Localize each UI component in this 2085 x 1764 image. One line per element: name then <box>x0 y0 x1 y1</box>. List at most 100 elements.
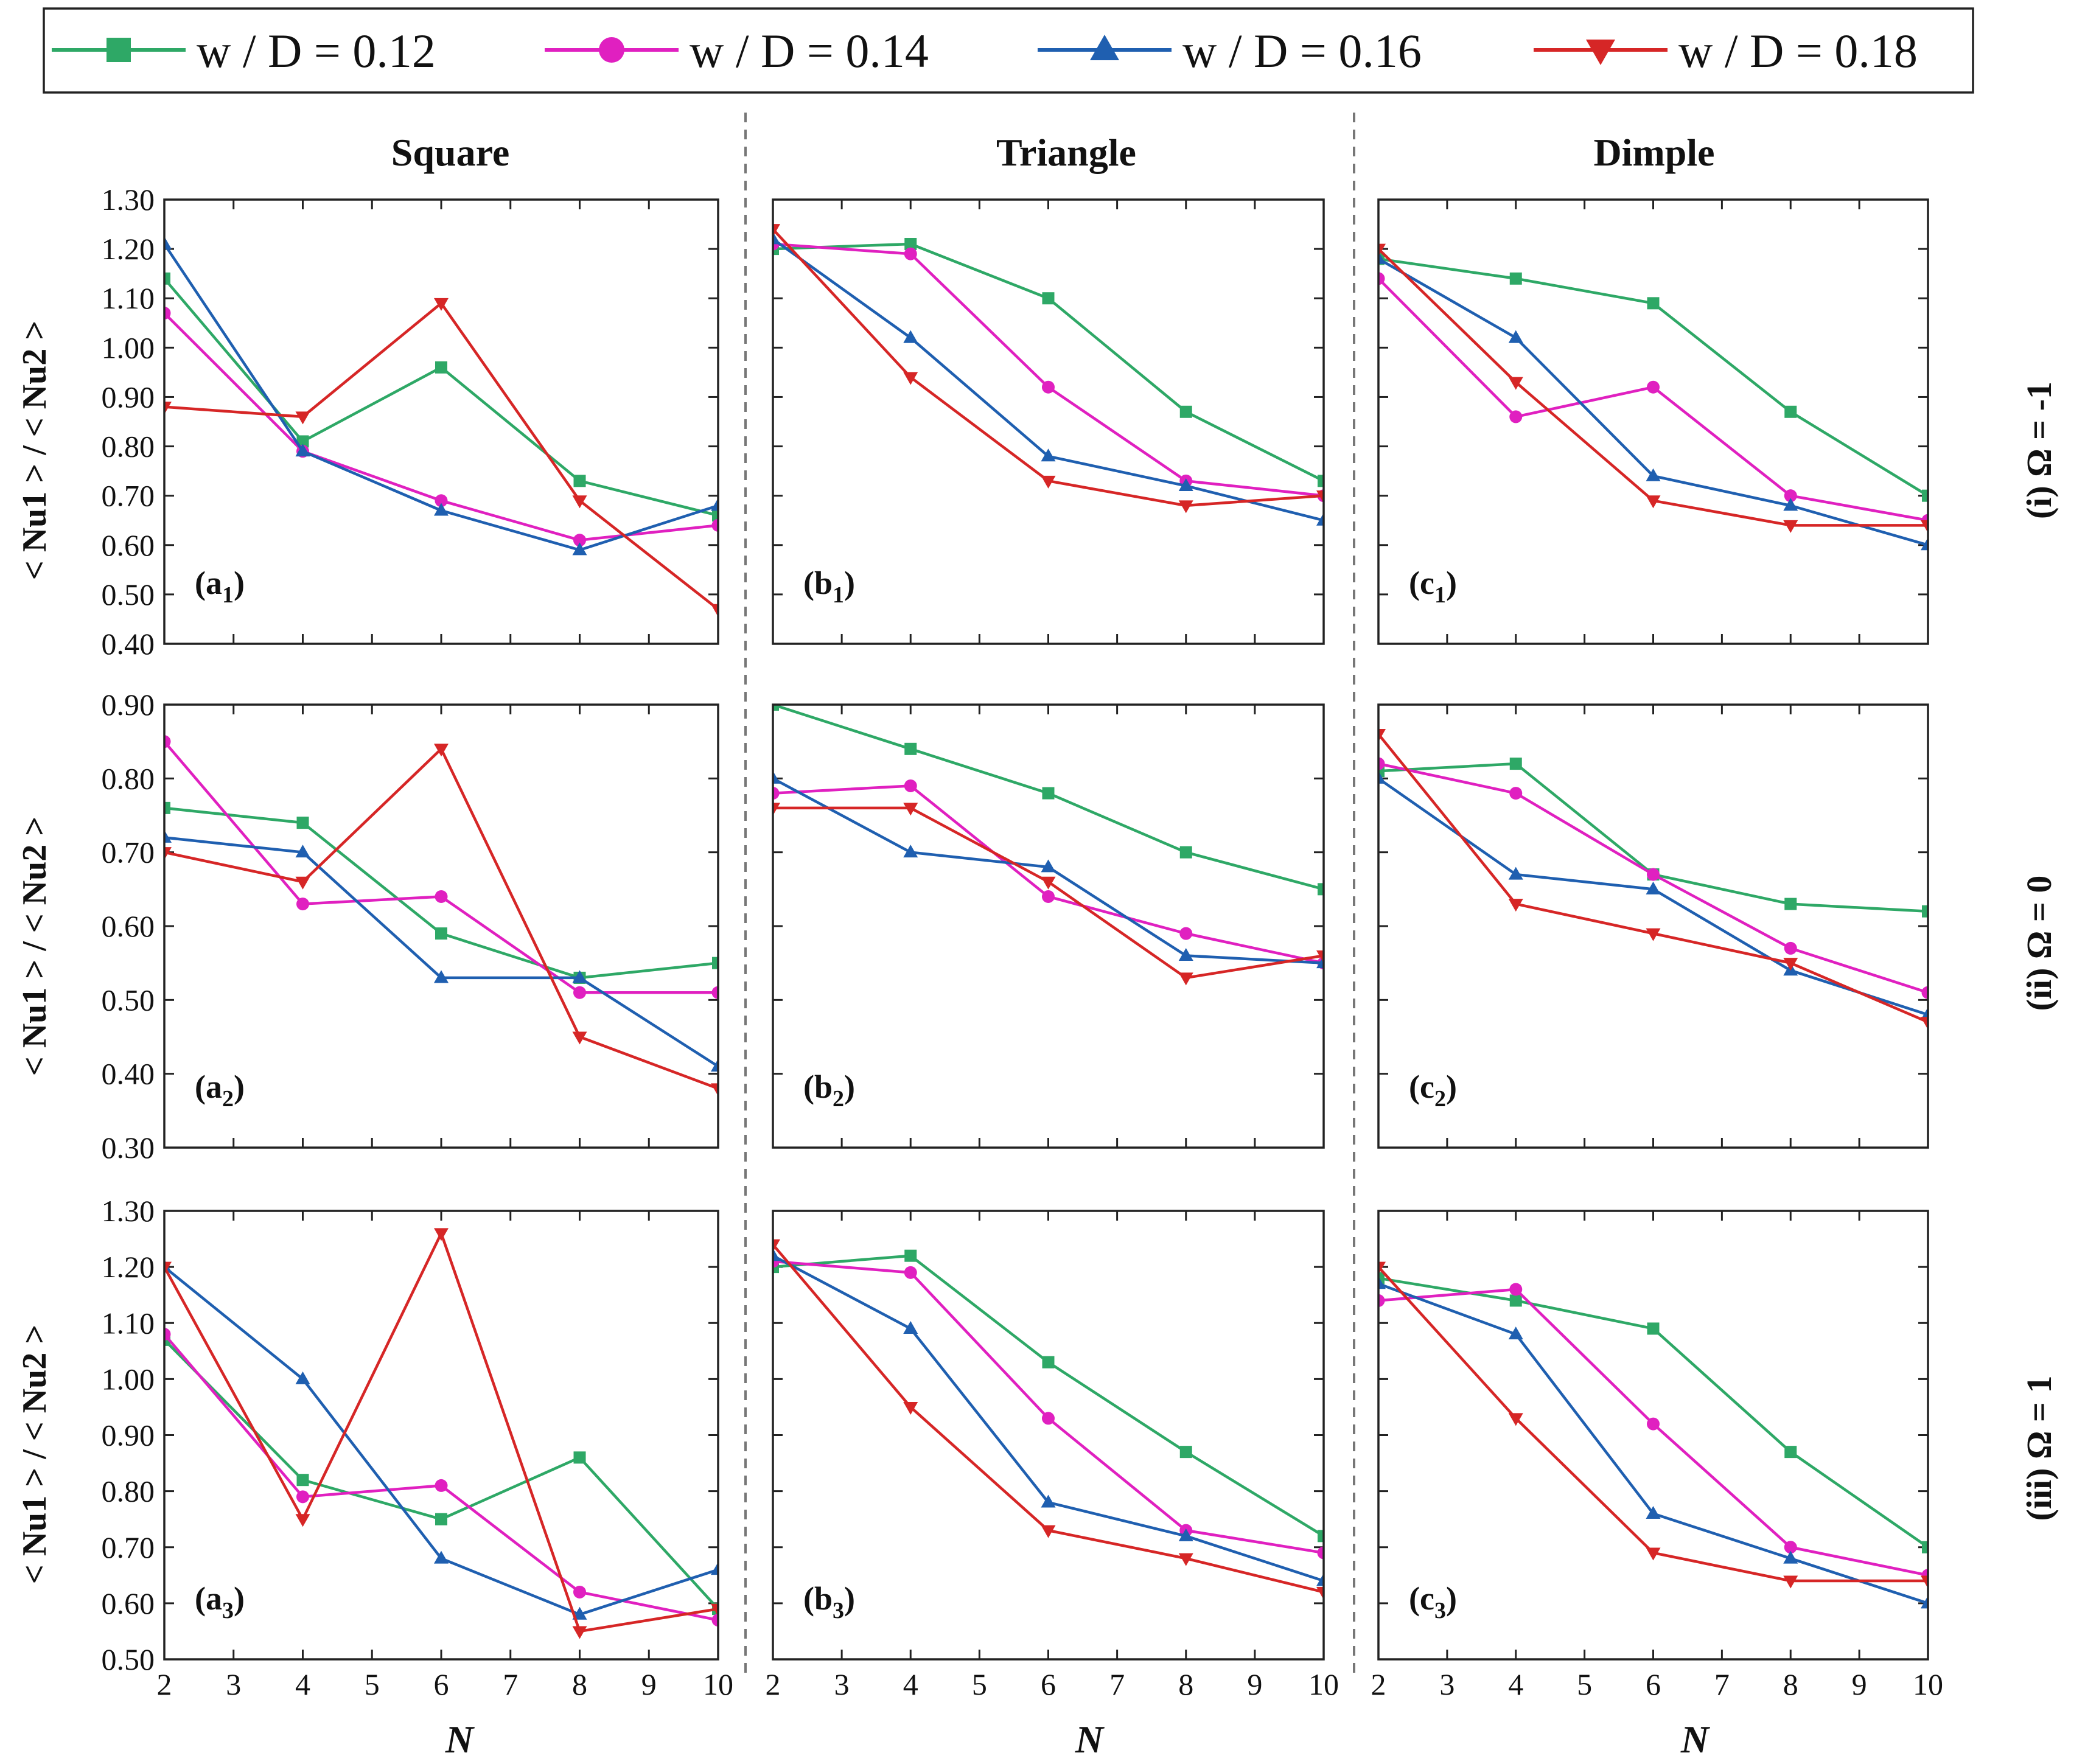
data-point <box>296 1474 309 1487</box>
data-point <box>435 361 447 374</box>
column-title-dimple: Dimple <box>1593 131 1714 174</box>
x-tick-label: 3 <box>834 1667 850 1701</box>
data-point <box>1783 1575 1798 1589</box>
chart-panel: (c2) <box>1377 703 1929 1149</box>
data-point <box>712 957 718 969</box>
data-point <box>1509 410 1523 424</box>
data-point <box>1921 1575 1928 1589</box>
data-point <box>1921 986 1928 999</box>
data-point <box>1783 520 1798 533</box>
plot-frame <box>163 1210 719 1661</box>
data-point <box>1508 330 1523 343</box>
data-point <box>1179 846 1192 859</box>
data-point <box>572 542 587 556</box>
data-point <box>1783 498 1798 511</box>
data-point <box>1921 1007 1928 1020</box>
legend-marker-icon <box>1586 40 1615 65</box>
data-point <box>1378 770 1386 784</box>
data-point <box>903 372 918 385</box>
data-point <box>1378 1261 1386 1275</box>
data-point <box>435 494 448 507</box>
legend-entry: w / D = 0.14 <box>545 24 929 77</box>
data-point <box>711 1059 718 1072</box>
data-point <box>164 801 170 814</box>
data-point <box>1508 377 1523 390</box>
data-point <box>1508 1326 1523 1340</box>
data-point <box>1921 1595 1928 1609</box>
series-line <box>1378 257 1928 497</box>
data-point <box>1922 1541 1928 1553</box>
data-point <box>1921 520 1928 533</box>
series-line <box>164 836 718 1068</box>
data-point <box>1041 448 1056 462</box>
y-tick-label: 0.60 <box>102 1586 155 1620</box>
series-line <box>773 228 1324 507</box>
y-tick-label: 1.00 <box>102 1362 155 1396</box>
legend-label: w / D = 0.18 <box>1678 24 1918 77</box>
data-point <box>773 224 780 237</box>
data-point <box>296 1490 309 1504</box>
x-tick-label: 10 <box>703 1667 733 1701</box>
x-tick-label: 10 <box>1308 1667 1339 1701</box>
data-point <box>434 744 449 757</box>
y-tick-label: 0.90 <box>102 1418 155 1452</box>
x-axis-label-1: N <box>445 1718 475 1761</box>
x-tick-label: 7 <box>1109 1667 1125 1701</box>
column-title-square: Square <box>391 131 509 174</box>
x-tick-label: 8 <box>1783 1667 1798 1701</box>
data-point <box>572 495 587 509</box>
data-point <box>573 475 586 487</box>
series-line <box>773 1260 1324 1555</box>
data-point <box>1784 898 1797 910</box>
data-point <box>1646 928 1661 941</box>
y-tick-label: 0.30 <box>102 1131 155 1165</box>
chart-panel: (c1) <box>1377 198 1929 645</box>
data-point <box>1784 1446 1797 1459</box>
data-point <box>1921 1017 1928 1030</box>
data-point <box>904 1266 917 1279</box>
data-point <box>1509 1283 1523 1296</box>
x-tick-label: 2 <box>1371 1667 1386 1701</box>
series-line <box>773 784 1324 964</box>
plot-frame <box>1377 198 1929 645</box>
data-point <box>295 444 310 457</box>
x-tick-label: 10 <box>1913 1667 1943 1701</box>
legend-marker-icon <box>1090 35 1119 60</box>
data-point <box>1041 876 1056 890</box>
data-point <box>1509 758 1522 770</box>
x-tick-label: 9 <box>1852 1667 1867 1701</box>
data-point <box>1509 1294 1522 1307</box>
x-tick-label: 6 <box>1041 1667 1056 1701</box>
y-tick-label: 0.90 <box>102 688 155 722</box>
legend-marker-icon <box>107 38 131 62</box>
data-point <box>164 272 170 285</box>
data-point <box>904 779 917 792</box>
legend-entry: w / D = 0.12 <box>52 24 436 77</box>
data-point <box>1783 1550 1798 1564</box>
data-point <box>773 231 780 245</box>
y-tick-label: 0.80 <box>102 430 155 464</box>
y-tick-label: 1.00 <box>102 330 155 364</box>
row-label-3: (iii) Ω = 1 <box>2019 1376 2059 1521</box>
series-line <box>164 741 718 994</box>
data-point <box>1646 1547 1661 1561</box>
data-point <box>1646 1505 1661 1519</box>
series-line <box>164 747 718 1090</box>
plot-frame <box>1377 1210 1929 1661</box>
data-point <box>1178 948 1193 961</box>
data-point <box>1647 868 1660 881</box>
legend-entry: w / D = 0.16 <box>1038 24 1422 77</box>
row-label-1: (i) Ω = -1 <box>2019 382 2059 519</box>
x-axis-label-3: N <box>1680 1718 1711 1761</box>
data-point <box>296 898 309 911</box>
x-tick-label: 4 <box>903 1667 918 1701</box>
data-point <box>712 509 718 522</box>
chart-panel: 2 3 4 5 6 7 8 9 10 (c3) <box>1371 1210 1943 1701</box>
data-point <box>1178 1528 1193 1541</box>
data-point <box>435 1479 448 1492</box>
series-line <box>773 242 1324 483</box>
data-point <box>434 1228 449 1241</box>
data-point <box>434 970 449 983</box>
data-point <box>1317 1546 1324 1560</box>
